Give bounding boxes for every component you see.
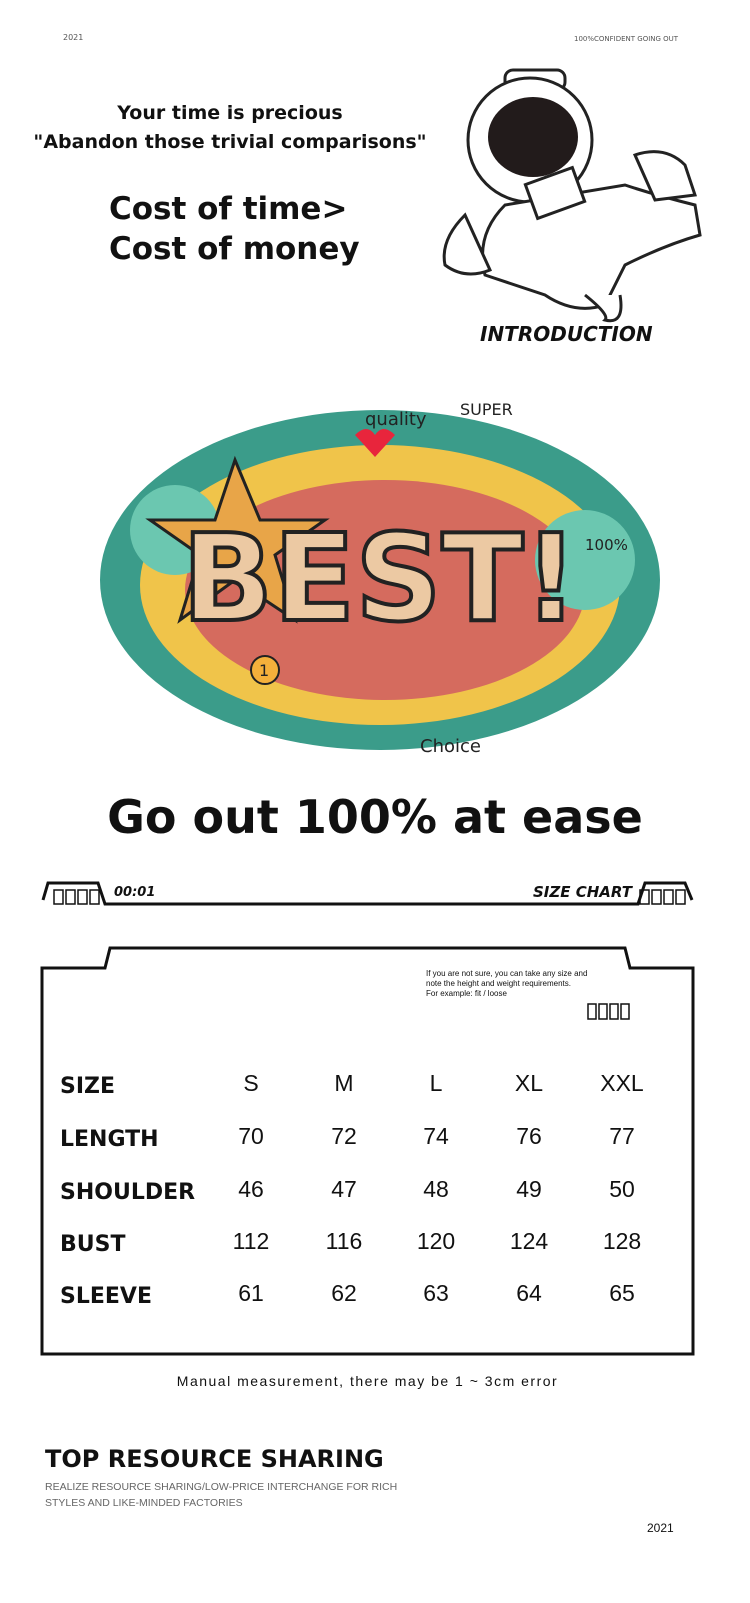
size-value: 128: [602, 1228, 642, 1254]
introduction-label: INTRODUCTION: [480, 322, 653, 346]
footer-sub1: REALIZE RESOURCE SHARING/LOW-PRICE INTER…: [45, 1481, 398, 1493]
size-value: 77: [609, 1123, 635, 1149]
size-value: 50: [609, 1176, 635, 1202]
doodle-word: 100%: [585, 536, 628, 554]
size-value: 116: [325, 1228, 363, 1254]
size-value: 62: [331, 1280, 357, 1306]
doodle-best-text: BEST!: [182, 510, 578, 649]
measurement-note: Manual measurement, there may be 1 ~ 3cm…: [176, 1373, 559, 1389]
size-value: 76: [516, 1123, 542, 1149]
cost-of-money: Cost of money: [109, 231, 360, 267]
doodle-word: SUPER: [460, 400, 513, 419]
size-value: 46: [238, 1176, 264, 1202]
size-value: 70: [238, 1123, 264, 1149]
row-label: SLEEVE: [60, 1284, 152, 1309]
size-value: 49: [516, 1176, 542, 1202]
size-value: 63: [423, 1280, 449, 1306]
size-value: 61: [238, 1280, 264, 1306]
size-value: XL: [514, 1070, 544, 1096]
size-row-shoulder: SHOULDER 46 47 48 49 50: [60, 1174, 680, 1214]
footer-sub2: STYLES AND LIKE-MINDED FACTORIES: [45, 1497, 243, 1509]
cost-of-time: Cost of time>: [109, 191, 348, 227]
size-value: 72: [331, 1123, 357, 1149]
doodle-word: Choice: [420, 736, 481, 757]
size-row-length: LENGTH 70 72 74 76 77: [60, 1121, 680, 1161]
doodle-word: 1: [259, 661, 269, 680]
size-chart-title: SIZE CHART: [533, 883, 633, 901]
size-value: 74: [423, 1123, 449, 1149]
size-chart-time: 00:01: [114, 885, 156, 900]
size-value: 112: [232, 1228, 270, 1254]
size-value: S: [243, 1070, 259, 1096]
footer-year: 2021: [647, 1521, 674, 1535]
slogan: Go out 100% at ease: [107, 790, 643, 844]
size-value: L: [429, 1070, 443, 1096]
intro-line2: "Abandon those trivial comparisons": [33, 131, 427, 153]
size-row-size: SIZE S M L XL XXL: [60, 1068, 680, 1108]
best-doodle-illustration: BEST! quality SUPER 100% Choice 1: [100, 400, 660, 757]
row-label: SIZE: [60, 1074, 116, 1099]
footer-title: TOP RESOURCE SHARING: [45, 1445, 384, 1473]
size-value: 64: [516, 1280, 542, 1306]
size-row-sleeve: SLEEVE 61 62 63 64 65: [60, 1278, 680, 1318]
size-note-line: For example: fit / loose: [426, 989, 507, 998]
size-note: If you are not sure, you can take any si…: [426, 969, 587, 999]
size-value: 124: [509, 1228, 549, 1254]
size-row-bust: BUST 112 116 120 124 128: [60, 1226, 680, 1266]
header-tagline: 100%CONFIDENT GOING OUT: [574, 35, 679, 43]
doodle-word: quality: [365, 409, 427, 430]
intro-line1: Your time is precious: [117, 102, 343, 124]
size-note-line: note the height and weight requirements.: [426, 979, 571, 988]
header-year: 2021: [63, 33, 84, 42]
row-label: BUST: [60, 1232, 126, 1257]
size-value: 120: [416, 1228, 456, 1254]
size-value: M: [334, 1070, 354, 1096]
size-value: 65: [609, 1280, 635, 1306]
size-value: 47: [331, 1176, 357, 1202]
row-label: SHOULDER: [60, 1180, 196, 1205]
row-label: LENGTH: [60, 1127, 159, 1152]
astronaut-illustration: [442, 68, 702, 323]
size-value: 48: [423, 1176, 449, 1202]
size-note-line: If you are not sure, you can take any si…: [426, 969, 588, 978]
size-value: XXL: [600, 1070, 644, 1096]
size-chart-frame: [40, 881, 695, 1356]
